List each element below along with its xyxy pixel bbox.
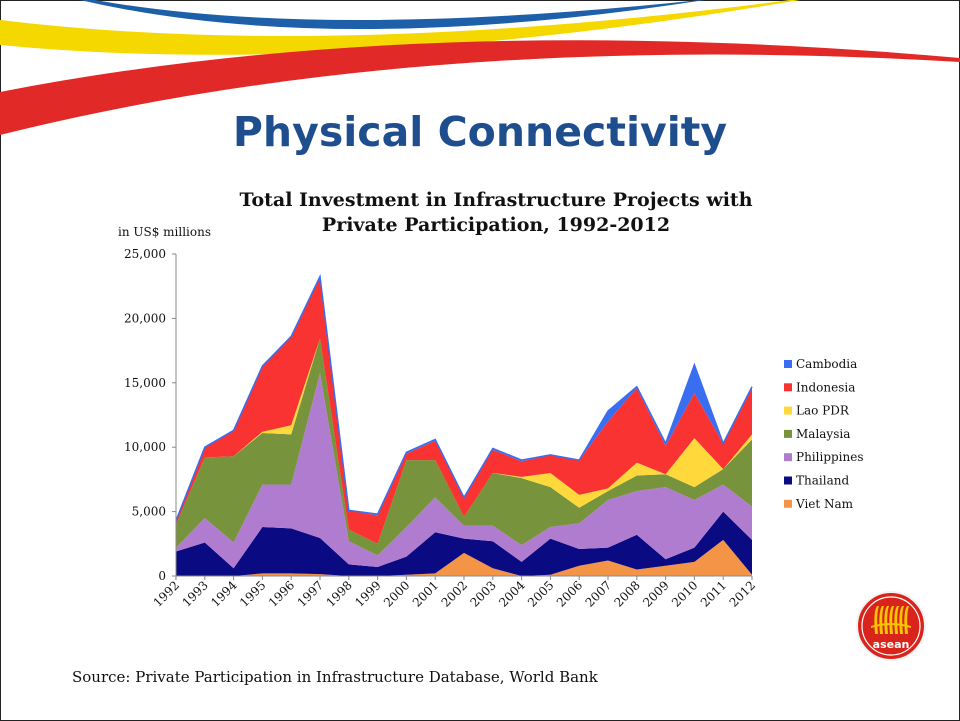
y-tick-label: 20,000 — [124, 311, 166, 325]
legend-label: Lao PDR — [796, 404, 850, 418]
x-tick-label: 2006 — [554, 578, 585, 609]
legend-label: Malaysia — [796, 427, 850, 441]
x-tick-label: 2002 — [439, 578, 470, 609]
x-tick-label: 2012 — [727, 578, 758, 609]
y-tick-label: 0 — [158, 569, 166, 583]
x-tick-label: 1993 — [179, 578, 210, 609]
x-tick-label: 2005 — [525, 578, 556, 609]
area-series-viet-nam — [176, 539, 752, 576]
x-tick-label: 1996 — [266, 578, 297, 609]
legend-swatch — [784, 406, 792, 415]
asean-logo: asean — [856, 591, 926, 661]
legend-swatch — [784, 383, 792, 392]
y-tick-label: 5,000 — [132, 505, 166, 519]
decorative-swoosh-header — [0, 0, 960, 136]
legend-swatch — [784, 476, 792, 485]
y-tick-label: 15,000 — [124, 376, 166, 390]
area-series-philippines — [176, 373, 752, 569]
unit-label: in US$ millions — [118, 225, 211, 239]
logo-text: asean — [873, 638, 910, 651]
legend-swatch — [784, 429, 792, 438]
area-series-malaysia — [176, 338, 752, 556]
legend-swatch — [784, 499, 792, 508]
swoosh-blue-stroke — [80, 0, 705, 29]
chart-title-line: Total Investment in Infrastructure Proje… — [239, 189, 752, 211]
swoosh-red-stroke — [0, 40, 960, 136]
x-tick-label: 1997 — [295, 578, 326, 609]
legend-label: Viet Nam — [795, 497, 854, 511]
total-outline — [175, 273, 753, 521]
legend-swatch — [784, 453, 792, 462]
legend-label: Indonesia — [796, 380, 855, 394]
area-series-thailand — [176, 511, 752, 576]
legend-label: Thailand — [796, 474, 849, 488]
stacked-area-chart: Total Investment in Infrastructure Proje… — [118, 189, 864, 610]
x-tick-label: 1999 — [352, 578, 383, 609]
y-tick-label: 25,000 — [124, 247, 166, 261]
x-tick-label: 1992 — [151, 578, 182, 609]
x-tick-label: 2009 — [640, 578, 671, 609]
x-tick-label: 1998 — [323, 578, 354, 609]
x-tick-label: 2000 — [381, 578, 412, 609]
x-tick-label: 2011 — [698, 578, 729, 609]
chart-title-line: Private Participation, 1992-2012 — [322, 214, 670, 236]
x-tick-label: 2010 — [669, 578, 700, 609]
legend-swatch — [784, 360, 792, 368]
legend-label: Cambodia — [796, 357, 857, 371]
x-tick-label: 1994 — [208, 578, 240, 610]
slide-title: Physical Connectivity — [232, 108, 728, 156]
swoosh-yellow-stroke — [0, 0, 800, 55]
x-tick-label: 2004 — [496, 578, 528, 610]
area-series-indonesia — [176, 276, 752, 544]
y-tick-label: 10,000 — [124, 440, 166, 454]
legend-label: Philippines — [796, 450, 864, 464]
x-tick-label: 1995 — [237, 578, 268, 609]
x-tick-label: 2003 — [467, 578, 498, 609]
x-tick-label: 2008 — [611, 578, 642, 609]
x-tick-label: 2001 — [410, 578, 441, 609]
x-tick-label: 2007 — [583, 578, 614, 609]
source-note: Source: Private Participation in Infrast… — [72, 668, 598, 686]
